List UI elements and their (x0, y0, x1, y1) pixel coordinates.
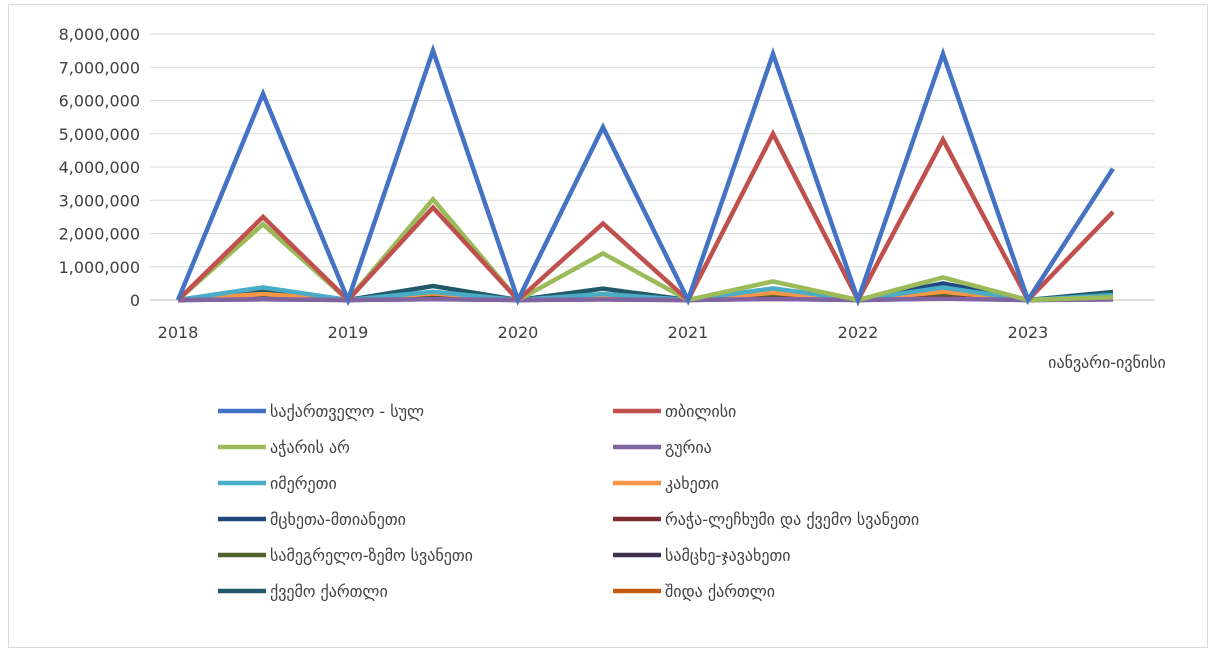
legend-label: კახეთი (665, 474, 719, 493)
legend-label: სამეგრელო-ზემო სვანეთი (270, 546, 473, 565)
chart-frame (8, 4, 1208, 648)
x-tick-label: 2023 (1008, 323, 1049, 342)
series-line (176, 128, 1115, 305)
legend-label: ქვემო ქართლი (270, 582, 388, 601)
y-tick-label: 7,000,000 (59, 58, 140, 77)
y-tick-label: 3,000,000 (59, 191, 140, 210)
y-tick-label: 4,000,000 (59, 158, 140, 177)
y-tick-label: 0 (130, 291, 140, 310)
legend-label: საქართველო - სულ (270, 402, 424, 421)
legend-label: აჭარის არ (270, 438, 350, 457)
x-tick-label: 2018 (158, 323, 199, 342)
y-tick-label: 5,000,000 (59, 125, 140, 144)
series-line (175, 43, 1115, 307)
x-tick-label: 2020 (498, 323, 539, 342)
x-tick-sublabel: იანვარი-ივნისი (1048, 353, 1166, 372)
x-tick-label: 2021 (668, 323, 709, 342)
y-tick-label: 2,000,000 (59, 225, 140, 244)
legend-label: რაჭა-ლეჩხუმი და ქვემო სვანეთი (665, 510, 919, 529)
legend-label: იმერეთი (270, 474, 337, 493)
x-tick-label: 2022 (838, 323, 879, 342)
legend-label: გურია (665, 438, 712, 457)
legend-label: შიდა ქართლი (665, 582, 775, 601)
legend-label: სამცხე-ჯავახეთი (665, 546, 791, 565)
legend-label: თბილისი (665, 402, 736, 421)
series-line (177, 296, 1114, 303)
legend-label: მცხეთა-მთიანეთი (270, 510, 406, 529)
x-tick-label: 2019 (328, 323, 369, 342)
y-tick-label: 1,000,000 (59, 258, 140, 277)
y-tick-label: 6,000,000 (59, 92, 140, 111)
y-tick-label: 8,000,000 (59, 25, 140, 44)
